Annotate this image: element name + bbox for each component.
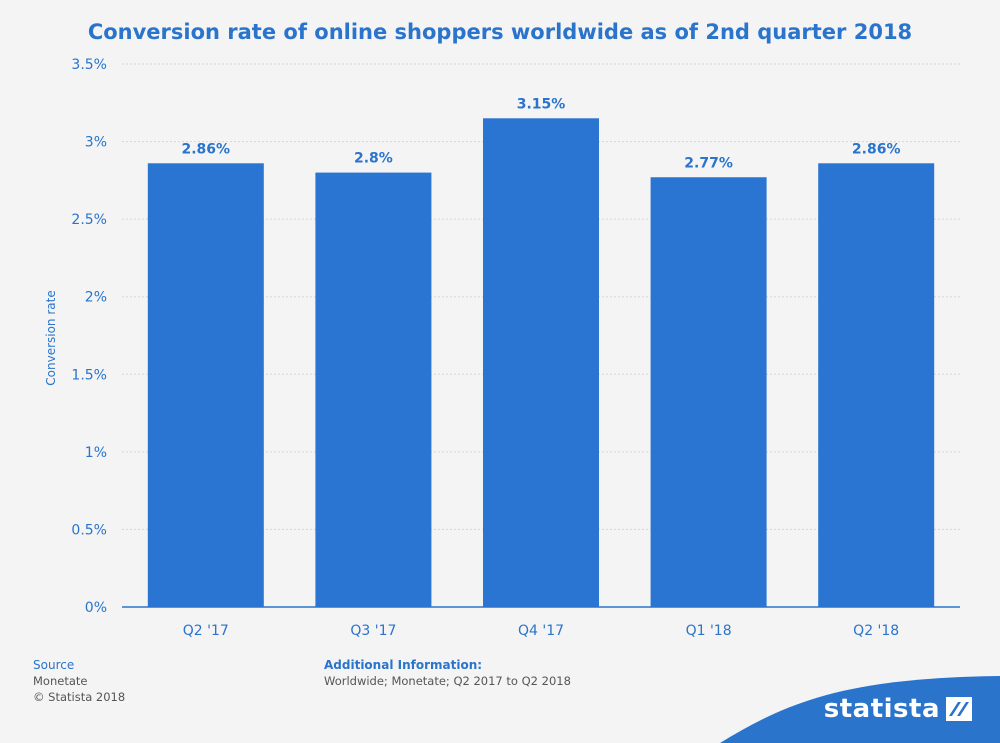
- additional-info-text: Worldwide; Monetate; Q2 2017 to Q2 2018: [324, 674, 571, 688]
- data-label: 2.86%: [182, 141, 231, 157]
- y-tick-label: 2%: [85, 290, 107, 306]
- source-heading: Source: [33, 658, 75, 672]
- chart-title: Conversion rate of online shoppers world…: [87, 20, 913, 44]
- statista-logo[interactable]: statista: [824, 694, 972, 724]
- additional-info-block: Additional Information: Worldwide; Monet…: [324, 657, 571, 689]
- x-tick-label: Q3 '17: [350, 623, 396, 639]
- source-name[interactable]: Monetate: [33, 674, 88, 688]
- bar[interactable]: [818, 163, 935, 607]
- bar[interactable]: [315, 172, 432, 607]
- data-label: 2.8%: [354, 151, 393, 167]
- y-axis-ticks: 0% 0.5% 1% 1.5% 2% 2.5% 3% 3.5%: [71, 57, 107, 616]
- x-axis-ticks: Q2 '17 Q3 '17 Q4 '17 Q1 '18 Q2 '18: [183, 623, 899, 639]
- y-tick-label: 3.5%: [71, 57, 107, 73]
- statista-mark-icon: [946, 697, 972, 721]
- data-label: 2.77%: [684, 155, 733, 171]
- y-tick-label: 0%: [85, 600, 107, 616]
- x-tick-label: Q1 '18: [686, 623, 732, 639]
- x-tick-label: Q2 '17: [183, 623, 229, 639]
- bars: [147, 118, 935, 608]
- bar[interactable]: [650, 177, 767, 608]
- x-tick-label: Q4 '17: [518, 623, 564, 639]
- y-tick-label: 0.5%: [71, 522, 107, 538]
- brand-name: statista: [823, 694, 940, 724]
- y-tick-label: 1.5%: [71, 367, 107, 383]
- data-labels: 2.86% 2.8% 3.15% 2.77% 2.86%: [182, 96, 901, 171]
- bar[interactable]: [147, 163, 264, 607]
- bar[interactable]: [483, 118, 599, 608]
- source-block: Source Monetate © Statista 2018: [33, 657, 125, 705]
- y-tick-label: 2.5%: [71, 212, 107, 228]
- y-tick-label: 1%: [85, 445, 107, 461]
- y-tick-label: 3%: [85, 135, 107, 151]
- copyright-text: © Statista 2018: [33, 690, 126, 704]
- data-label: 3.15%: [517, 96, 566, 112]
- data-label: 2.86%: [852, 141, 901, 157]
- additional-info-heading[interactable]: Additional Information:: [324, 658, 483, 672]
- x-tick-label: Q2 '18: [853, 623, 899, 639]
